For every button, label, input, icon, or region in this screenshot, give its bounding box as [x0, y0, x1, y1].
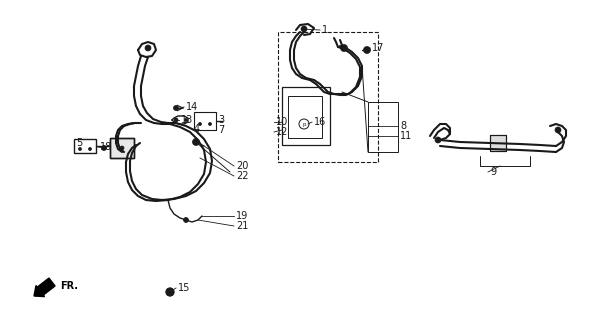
Text: 3: 3: [218, 115, 224, 125]
Bar: [110, 138, 134, 158]
Circle shape: [120, 146, 124, 150]
Circle shape: [102, 146, 106, 150]
Bar: [490, 135, 506, 151]
Text: 4: 4: [194, 124, 200, 134]
Text: 22: 22: [236, 171, 249, 181]
Text: p: p: [302, 122, 306, 126]
Text: 7: 7: [218, 125, 224, 135]
Text: 21: 21: [236, 221, 249, 231]
Text: 10: 10: [276, 117, 288, 127]
FancyArrow shape: [34, 278, 55, 297]
Text: 9: 9: [490, 167, 496, 177]
Text: 20: 20: [236, 161, 249, 171]
Circle shape: [555, 127, 561, 133]
Circle shape: [145, 45, 151, 51]
Text: 15: 15: [178, 283, 191, 293]
Text: 12: 12: [276, 127, 289, 137]
Text: 16: 16: [314, 117, 326, 127]
Bar: [282, 87, 330, 145]
Circle shape: [435, 137, 441, 143]
Text: 13: 13: [181, 115, 193, 125]
Text: 8: 8: [400, 121, 406, 131]
Bar: [74, 139, 96, 153]
Circle shape: [174, 106, 178, 110]
Bar: [194, 112, 216, 130]
Circle shape: [88, 148, 91, 150]
Text: FR.: FR.: [60, 281, 78, 291]
Text: 17: 17: [372, 43, 384, 53]
Circle shape: [79, 148, 82, 150]
Text: 1: 1: [322, 25, 328, 35]
Bar: [110, 138, 134, 158]
Circle shape: [183, 218, 189, 222]
Circle shape: [166, 288, 174, 296]
Circle shape: [301, 26, 307, 32]
Bar: [490, 135, 506, 151]
Text: 19: 19: [236, 211, 248, 221]
Circle shape: [174, 118, 178, 122]
Text: 5: 5: [76, 138, 82, 148]
Text: 11: 11: [400, 131, 412, 141]
Circle shape: [341, 44, 347, 52]
Circle shape: [209, 123, 212, 125]
Text: 18: 18: [100, 142, 113, 152]
Circle shape: [185, 118, 188, 122]
Circle shape: [192, 139, 200, 146]
Text: 14: 14: [186, 102, 198, 112]
Bar: [368, 102, 398, 152]
Bar: [288, 96, 322, 138]
Bar: [278, 32, 378, 162]
Circle shape: [364, 46, 370, 53]
Circle shape: [198, 123, 201, 125]
